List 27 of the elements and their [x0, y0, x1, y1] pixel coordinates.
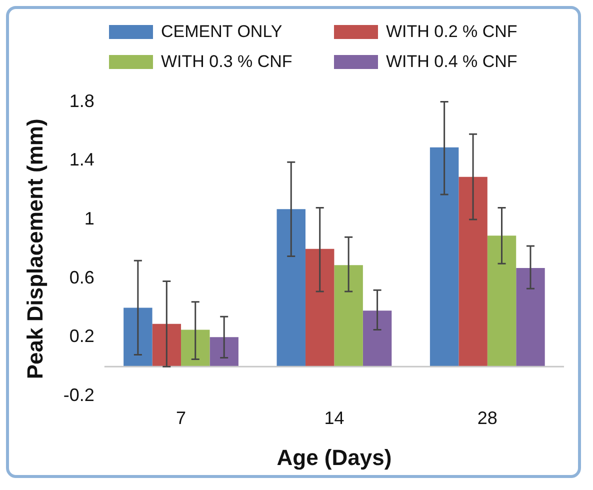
bar	[305, 248, 334, 367]
bar	[487, 236, 516, 367]
bar	[430, 147, 459, 367]
y-tick-label: -0.2	[63, 384, 94, 405]
bar	[152, 324, 182, 367]
y-axis-title: Peak Displacement (mm)	[22, 118, 48, 380]
bar	[334, 265, 363, 367]
bar	[458, 176, 488, 367]
y-tick-label: 1	[84, 208, 94, 228]
bar	[276, 209, 306, 367]
y-tick-label: 1.4	[69, 150, 94, 170]
x-tick-label: 14	[324, 408, 344, 428]
y-tick-label: 0.6	[69, 267, 94, 288]
legend-label: WITH 0.2 % CNF	[386, 22, 518, 42]
bar	[516, 268, 545, 367]
bar	[362, 310, 392, 367]
bar	[181, 330, 210, 367]
legend-label: WITH 0.3 % CNF	[161, 52, 292, 72]
bar	[210, 337, 238, 367]
legend-label: CEMENT ONLY	[161, 22, 282, 42]
x-axis-title: Age (Days)	[276, 444, 392, 470]
legend-label: WITH 0.4 % CNF	[386, 52, 518, 72]
x-tick-label: 7	[176, 408, 186, 428]
x-tick-label: 28	[477, 408, 498, 428]
bar	[124, 308, 152, 367]
y-tick-label: 1.8	[69, 90, 94, 111]
y-tick-label: 0.2	[69, 326, 94, 346]
